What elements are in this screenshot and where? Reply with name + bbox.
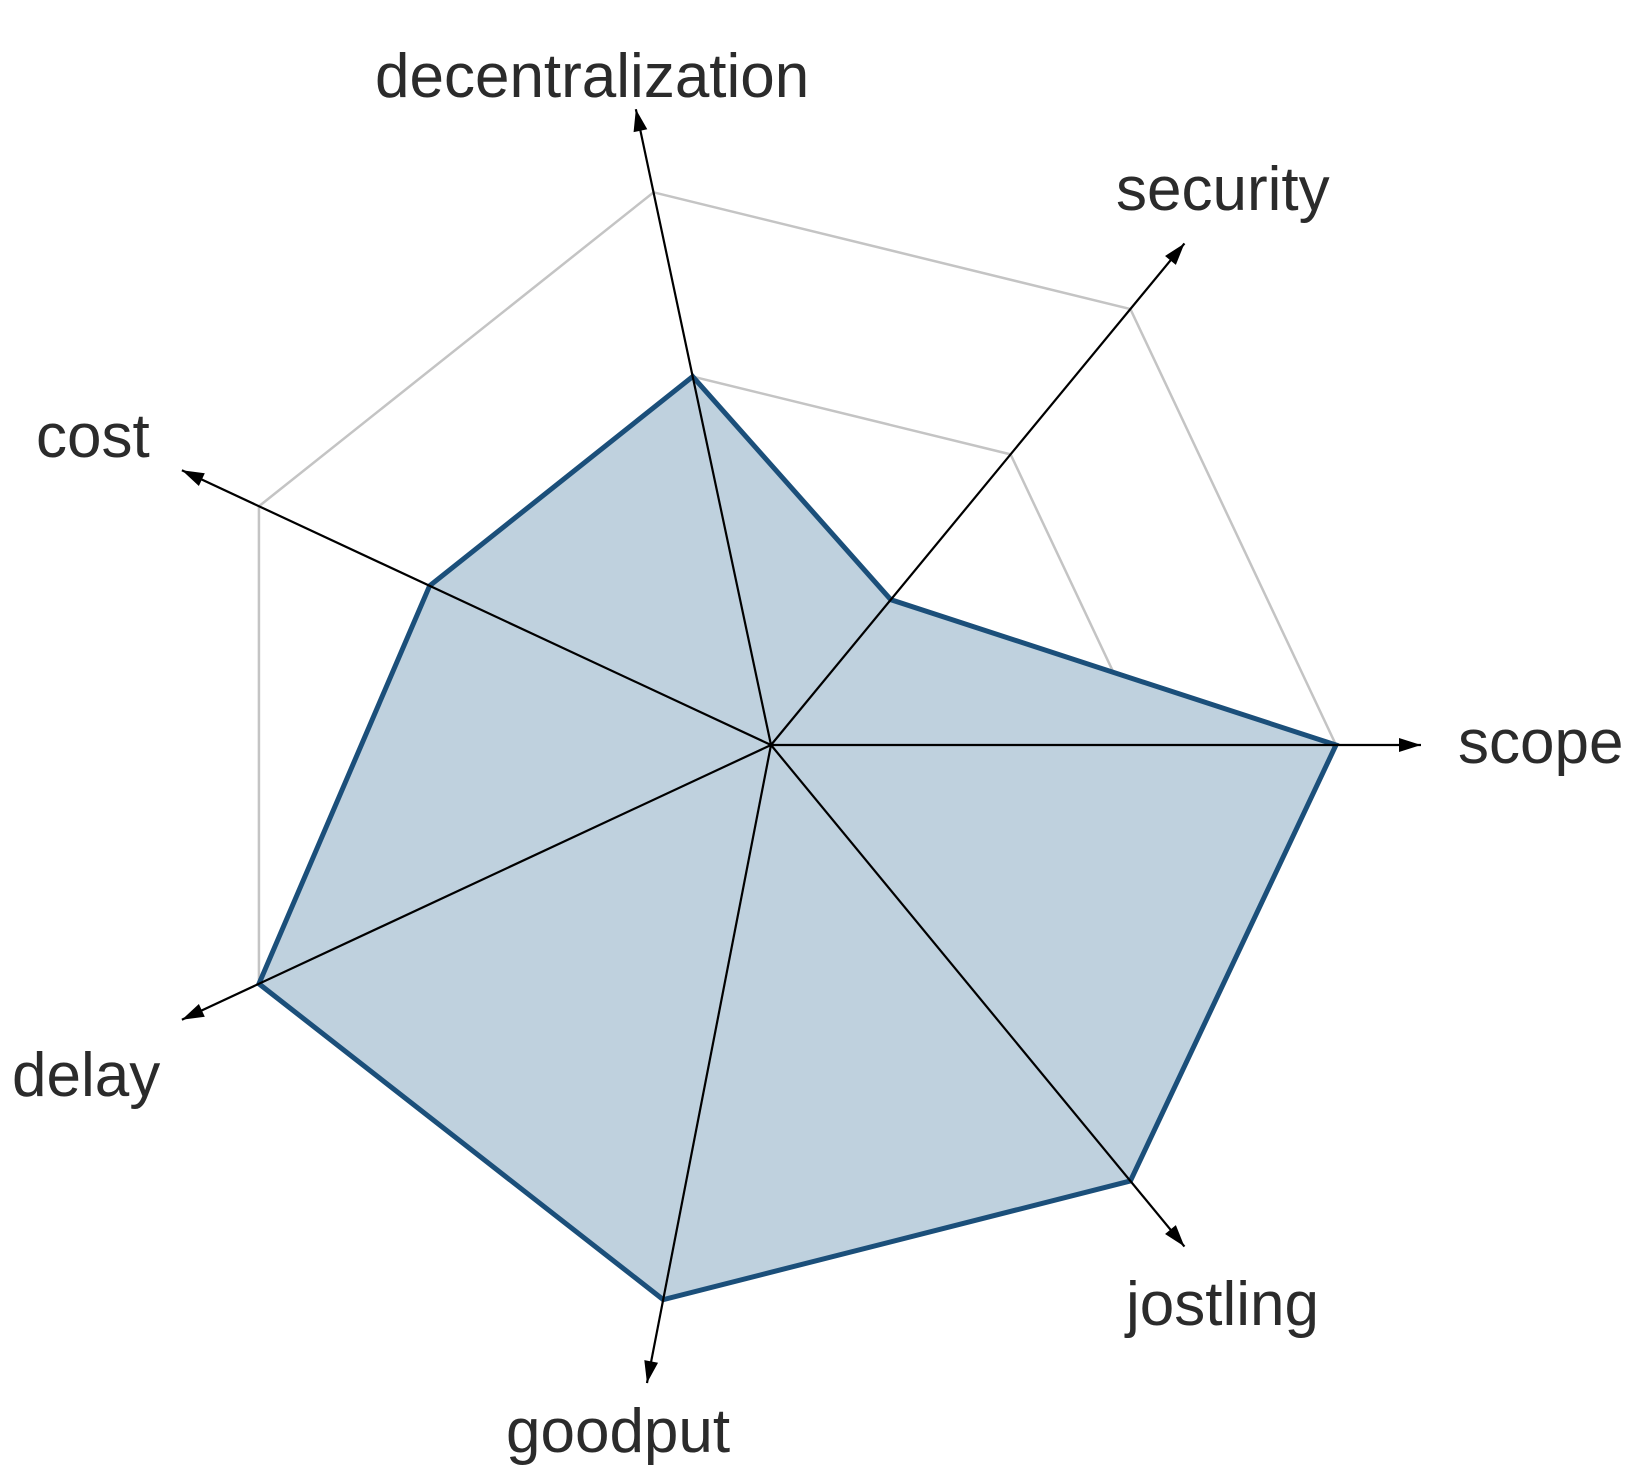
data-points (258, 376, 1337, 1300)
axis-line-delay (181, 744, 772, 1021)
axes (181, 108, 1421, 1384)
axis-line-cost (181, 469, 772, 746)
axis-labels: scope security decentralization cost delay go… (12, 42, 1623, 1466)
axis-line-decentralization (634, 108, 773, 746)
axis-line-security (770, 242, 1186, 746)
axis-label-scope: scope (1458, 708, 1623, 777)
axis-arrowhead-jostling (1165, 1225, 1185, 1247)
series-polygon (255, 373, 1340, 1303)
axis-line-goodput (645, 744, 773, 1384)
axis-label-decentralization: decentralization (375, 42, 809, 111)
axis-label-cost: cost (36, 402, 150, 471)
axis-label-delay: delay (12, 1041, 160, 1110)
axis-label-security: security (1116, 155, 1330, 224)
axis-arrowhead-cost (181, 470, 205, 486)
axis-arrowhead-goodput (644, 1360, 659, 1384)
axis-arrowhead-scope (1399, 738, 1421, 752)
axis-arrowhead-delay (181, 1004, 205, 1020)
axis-line-jostling (770, 744, 1186, 1248)
axis-arrowhead-decentralization (633, 109, 648, 133)
axis-label-jostling: jostling (1124, 1270, 1319, 1339)
axis-label-goodput: goodput (506, 1397, 730, 1466)
axis-arrowhead-security (1165, 243, 1185, 265)
